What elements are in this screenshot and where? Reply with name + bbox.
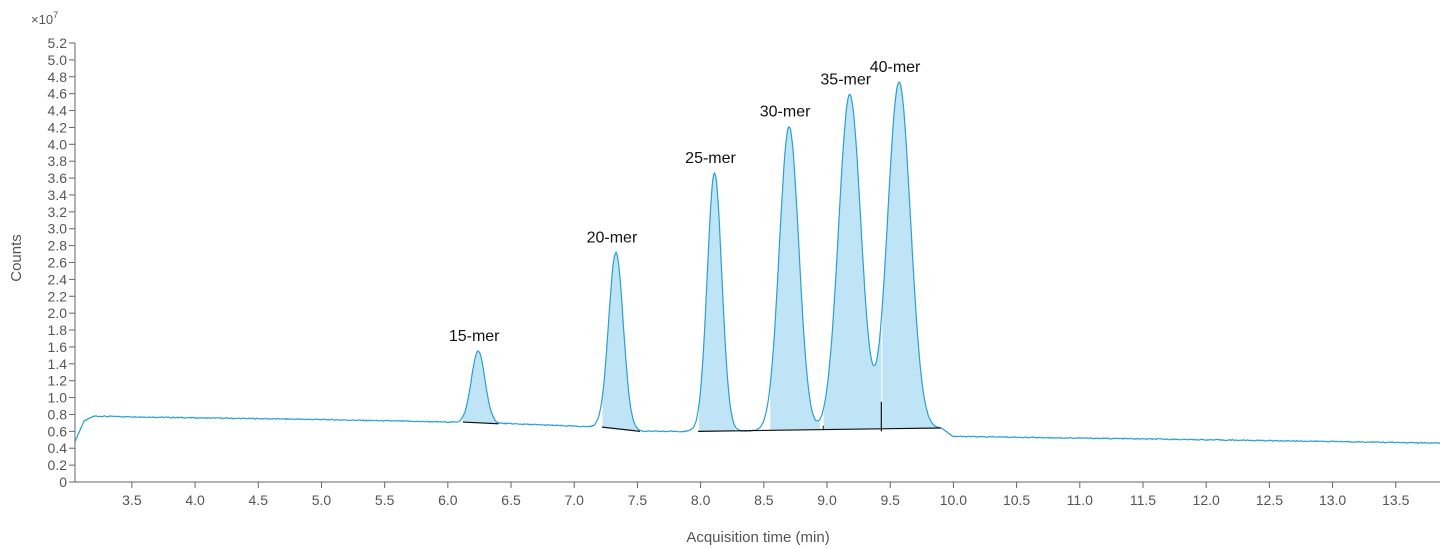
peak-fill-30-mer	[770, 126, 820, 431]
x-tick-label: 10.0	[940, 492, 967, 508]
x-tick-label: 8.0	[691, 492, 711, 508]
y-tick-label: 0.4	[48, 440, 68, 456]
y-tick-label: 3.8	[48, 153, 68, 169]
x-tick-label: 3.5	[122, 492, 142, 508]
x-tick-label: 6.5	[501, 492, 521, 508]
y-tick-label: 3.2	[48, 204, 68, 220]
peak-fill-35-mer	[823, 94, 882, 430]
x-tick-label: 13.5	[1382, 492, 1409, 508]
y-tick-label: 4.0	[48, 136, 68, 152]
integration-baseline	[601, 426, 641, 432]
y-tick-label: 0	[59, 474, 67, 490]
x-tick-label: 8.5	[754, 492, 774, 508]
x-tick-label: 11.5	[1130, 492, 1156, 508]
x-axis-title: Acquisition time (min)	[686, 529, 829, 546]
x-tick-label: 12.0	[1193, 492, 1220, 508]
y-multiplier-exponent: 7	[53, 10, 58, 20]
x-tick-label: 6.0	[438, 492, 458, 508]
y-tick-label: 2.6	[48, 255, 68, 271]
integration-baseline	[698, 427, 941, 432]
y-tick-label: 1.2	[48, 373, 68, 389]
y-tick-label: 5.0	[48, 52, 68, 68]
x-tick-label: 4.5	[249, 492, 269, 508]
trace-layer	[74, 81, 1440, 445]
x-tick-label: 5.5	[375, 492, 395, 508]
x-tick-label: 10.5	[1003, 492, 1030, 508]
y-tick-label: 2.2	[48, 288, 68, 304]
y-tick-label: 4.6	[48, 86, 68, 102]
y-tick-label: 0.6	[48, 423, 68, 439]
chromatogram-trace	[74, 81, 1440, 445]
y-tick-label: 1.8	[48, 322, 68, 338]
y-multiplier-label: ×107	[31, 10, 58, 27]
peak-label: 15-mer	[449, 328, 500, 345]
x-tick-label: 5.0	[312, 492, 332, 508]
y-tick-label: 1.4	[48, 356, 68, 372]
y-tick-label: 0.8	[48, 406, 68, 422]
x-tick-label: 11.0	[1067, 492, 1093, 508]
y-tick-label: 3.6	[48, 170, 68, 186]
peak-label: 35-mer	[820, 71, 871, 88]
peak-label: 20-mer	[587, 229, 638, 246]
peak-fill-25-mer	[699, 173, 736, 432]
y-tick-label: 4.2	[48, 119, 68, 135]
x-tick-label: 4.0	[185, 492, 205, 508]
peak-label: 25-mer	[685, 150, 736, 167]
peak-fill-15-mer	[463, 351, 499, 424]
x-tick-label: 7.0	[565, 492, 585, 508]
y-tick-label: 4.8	[48, 69, 68, 85]
y-tick-label: 4.4	[48, 103, 68, 119]
peak-fill-20-mer	[602, 252, 640, 432]
y-tick-label: 1.6	[48, 339, 68, 355]
y-tick-label: 2.0	[48, 305, 68, 321]
y-tick-label: 5.2	[48, 35, 68, 51]
y-tick-label: 3.0	[48, 221, 68, 237]
y-tick-label: 3.4	[48, 187, 68, 203]
integration-baseline	[462, 421, 499, 425]
peak-fill-layer	[463, 82, 940, 432]
peak-fill-40-mer	[882, 82, 940, 429]
y-tick-label: 1.0	[48, 390, 68, 406]
axes: 00.20.40.60.81.01.21.41.61.82.02.22.42.6…	[48, 35, 1440, 508]
y-tick-label: 2.8	[48, 238, 68, 254]
x-tick-label: 9.5	[880, 492, 900, 508]
y-tick-label: 2.4	[48, 271, 68, 287]
y-axis-title: Counts	[8, 234, 25, 282]
integration-baseline-layer	[462, 401, 941, 432]
x-tick-label: 13.0	[1319, 492, 1346, 508]
y-multiplier-base: ×10	[31, 12, 53, 27]
peak-label: 40-mer	[870, 59, 921, 76]
x-tick-label: 12.5	[1256, 492, 1283, 508]
peak-label: 30-mer	[760, 104, 811, 121]
x-tick-label: 9.0	[817, 492, 837, 508]
x-tick-label: 7.5	[628, 492, 648, 508]
y-tick-label: 0.2	[48, 457, 68, 473]
